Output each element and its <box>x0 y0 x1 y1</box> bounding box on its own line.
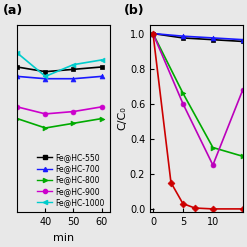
Y-axis label: C/C₀: C/C₀ <box>117 107 127 130</box>
Legend: Fe@HC-550, Fe@HC-700, Fe@HC-800, Fe@HC-900, Fe@HC-1000: Fe@HC-550, Fe@HC-700, Fe@HC-800, Fe@HC-9… <box>36 151 106 209</box>
Text: (a): (a) <box>3 4 23 17</box>
X-axis label: min: min <box>53 233 74 243</box>
Text: (b): (b) <box>124 4 145 17</box>
